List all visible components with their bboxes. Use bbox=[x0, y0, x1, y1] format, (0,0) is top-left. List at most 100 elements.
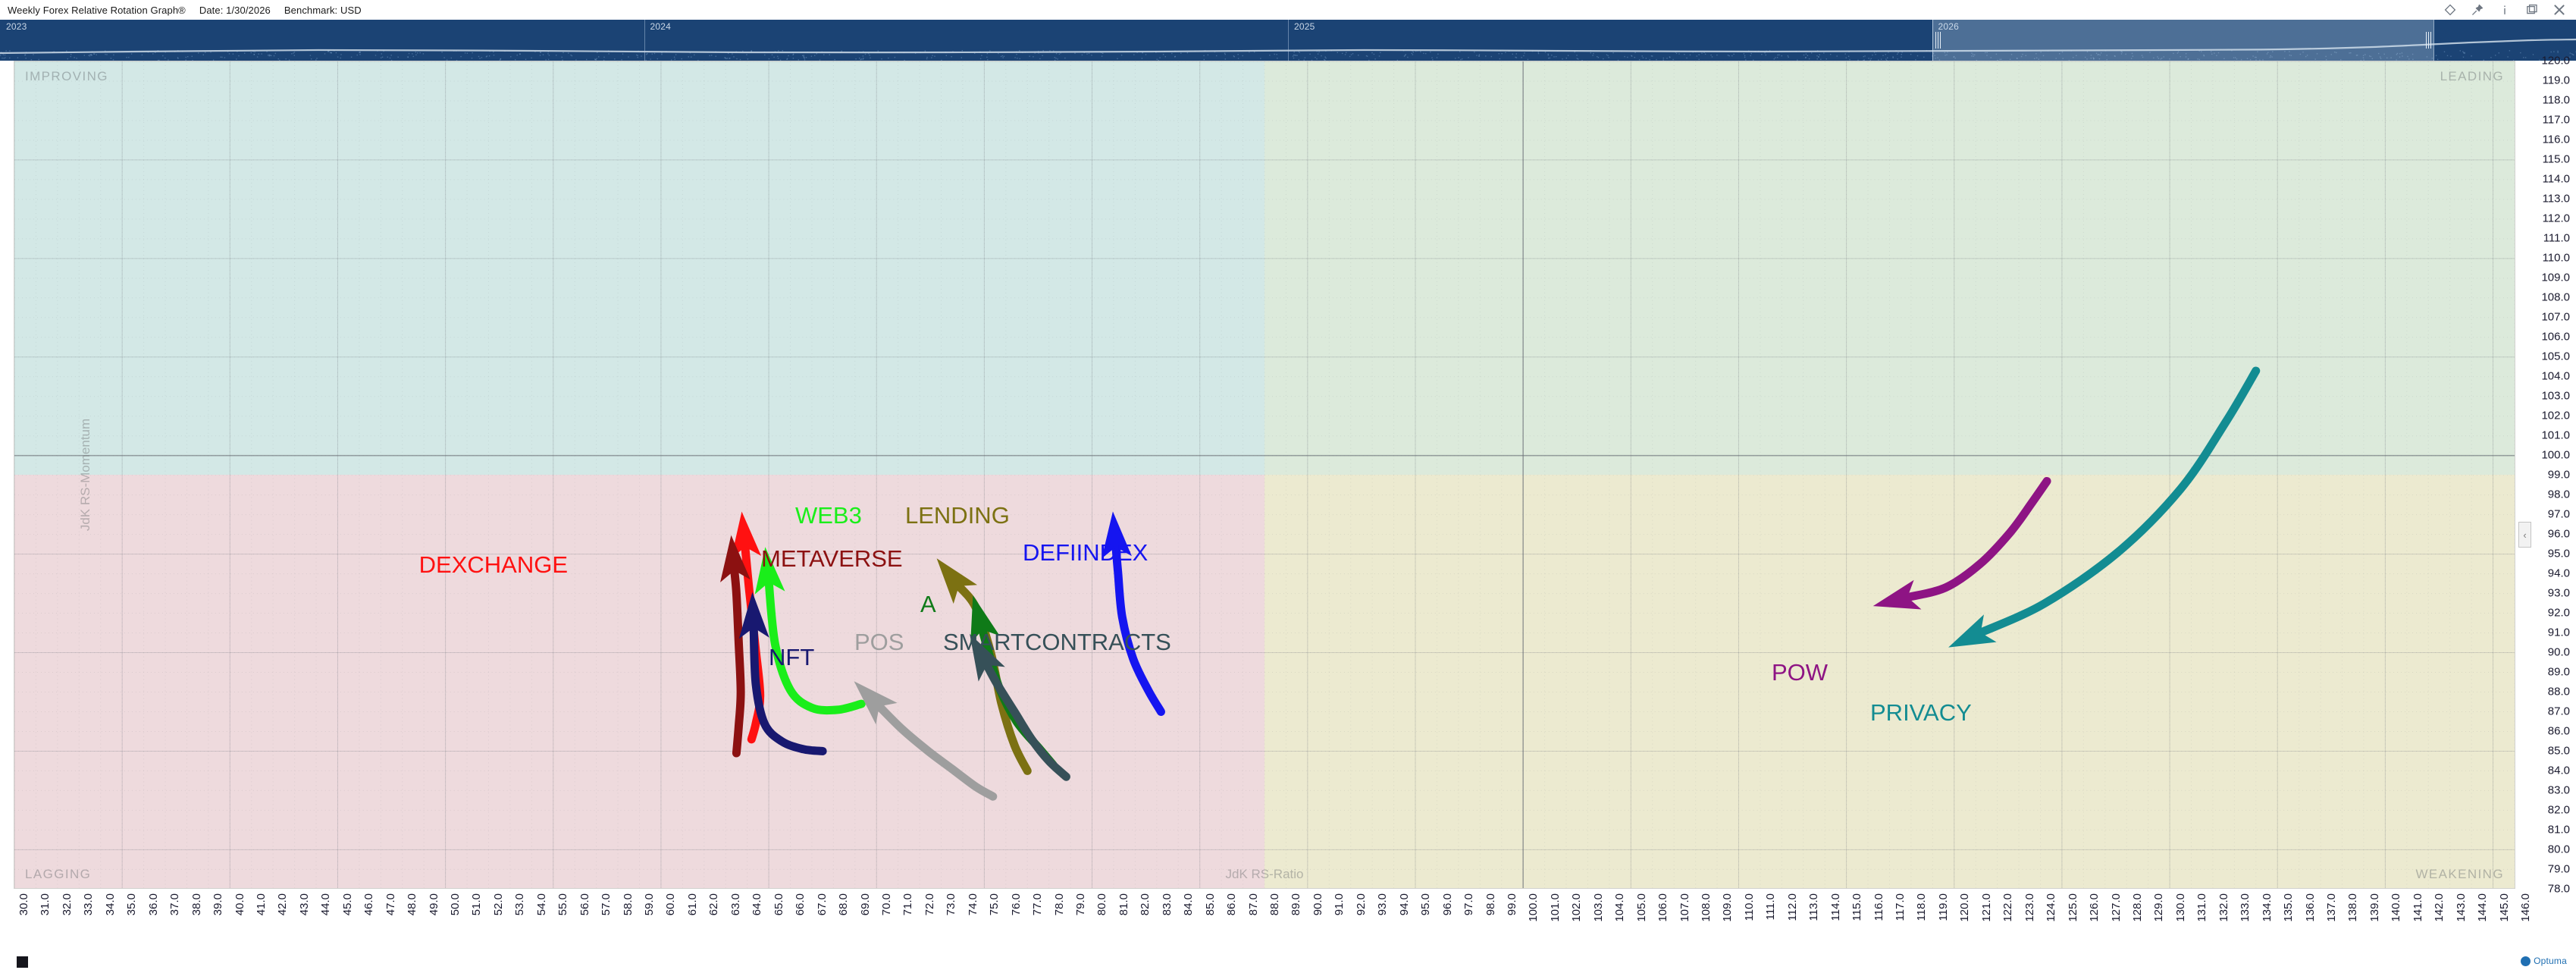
x-axis-tick: 84.0 bbox=[1182, 893, 1196, 916]
y-axis-tick: 118.0 bbox=[2542, 93, 2570, 107]
brand-name: Optuma bbox=[2534, 956, 2567, 966]
diamond-icon[interactable] bbox=[2444, 4, 2456, 16]
series-label-smartcontracts[interactable]: SMARTCONTRACTS bbox=[943, 629, 1171, 655]
x-axis-tick: 75.0 bbox=[988, 893, 1001, 916]
x-axis-tick: 31.0 bbox=[39, 893, 52, 916]
x-axis-tick: 131.0 bbox=[2195, 893, 2209, 922]
y-axis-tick: 116.0 bbox=[2542, 133, 2570, 146]
x-axis-tick: 139.0 bbox=[2368, 893, 2381, 922]
y-axis-tick: 105.0 bbox=[2541, 350, 2570, 363]
y-axis-tick: 93.0 bbox=[2547, 586, 2570, 600]
series-label-nft[interactable]: NFT bbox=[769, 644, 815, 670]
restore-window-icon[interactable] bbox=[2526, 4, 2538, 16]
x-axis-tick: 133.0 bbox=[2239, 893, 2252, 922]
y-axis-tick: 95.0 bbox=[2547, 547, 2570, 560]
y-axis-tick: 113.0 bbox=[2542, 192, 2570, 206]
x-axis-tick: 41.0 bbox=[254, 893, 268, 916]
x-axis-tick: 114.0 bbox=[1829, 893, 1842, 921]
x-axis-tick: 79.0 bbox=[1074, 893, 1087, 916]
x-axis-tick: 34.0 bbox=[103, 893, 117, 916]
x-axis-tick: 104.0 bbox=[1613, 893, 1627, 922]
status-marker bbox=[17, 956, 28, 968]
y-axis-tick: 79.0 bbox=[2547, 862, 2570, 876]
pin-icon[interactable] bbox=[2471, 4, 2484, 16]
x-axis-tick: 130.0 bbox=[2173, 893, 2187, 922]
x-axis-tick: 128.0 bbox=[2130, 893, 2144, 922]
series-label-pow[interactable]: POW bbox=[1772, 659, 1829, 686]
quadrant-improving bbox=[14, 61, 1264, 475]
y-axis-tick: 84.0 bbox=[2547, 764, 2570, 777]
x-axis-tick: 63.0 bbox=[729, 893, 742, 916]
series-label-dexchange[interactable]: DEXCHANGE bbox=[418, 551, 568, 578]
x-axis-tick: 76.0 bbox=[1009, 893, 1023, 916]
x-axis-tick: 126.0 bbox=[2088, 893, 2101, 922]
x-axis-tick: 70.0 bbox=[879, 893, 893, 916]
info-icon[interactable] bbox=[2499, 4, 2511, 16]
rrg-chart-canvas[interactable]: IMPROVING LEADING LAGGING WEAKENING JdK … bbox=[14, 61, 2515, 889]
timeline-selection-window[interactable] bbox=[1932, 20, 2435, 61]
x-axis-tick: 102.0 bbox=[1570, 893, 1584, 922]
y-axis-tick: 92.0 bbox=[2547, 606, 2570, 620]
x-axis-tick: 140.0 bbox=[2390, 893, 2403, 922]
y-axis-tick: 90.0 bbox=[2547, 645, 2570, 659]
x-axis-tick: 35.0 bbox=[125, 893, 139, 916]
x-axis-tick: 97.0 bbox=[1462, 893, 1475, 916]
timeline-handle-left[interactable] bbox=[1935, 32, 1941, 49]
x-axis-tick: 134.0 bbox=[2260, 893, 2274, 922]
y-axis-tick: 104.0 bbox=[2541, 369, 2570, 383]
timeline-handle-right[interactable] bbox=[2426, 32, 2432, 49]
x-axis-tick: 74.0 bbox=[966, 893, 979, 916]
y-axis-tick: 101.0 bbox=[2541, 428, 2570, 442]
x-axis-tick: 107.0 bbox=[1678, 893, 1691, 922]
y-axis-tick: 97.0 bbox=[2547, 507, 2570, 521]
x-axis-tick: 119.0 bbox=[1936, 893, 1950, 921]
y-axis-tick: 85.0 bbox=[2547, 744, 2570, 758]
x-axis-tick: 138.0 bbox=[2346, 893, 2360, 922]
series-label-web3[interactable]: WEB3 bbox=[795, 502, 862, 529]
x-axis-tick: 143.0 bbox=[2454, 893, 2468, 922]
series-label-metaverse[interactable]: METAVERSE bbox=[761, 545, 903, 572]
x-axis-tick: 87.0 bbox=[1246, 893, 1260, 916]
timeline-range-bar[interactable]: 2023 2024 2025 2026 bbox=[0, 20, 2576, 61]
y-axis-tick: 117.0 bbox=[2542, 113, 2570, 127]
x-axis-tick: 45.0 bbox=[340, 893, 354, 916]
x-axis-tick: 81.0 bbox=[1117, 893, 1130, 916]
series-label-defiindex[interactable]: DEFIINDEX bbox=[1023, 539, 1149, 566]
series-label-pos[interactable]: POS bbox=[854, 629, 904, 655]
y-axis-tick: 119.0 bbox=[2542, 74, 2570, 87]
x-axis-tick: 145.0 bbox=[2497, 893, 2511, 922]
x-axis-tick: 77.0 bbox=[1031, 893, 1045, 916]
y-axis-tick: 82.0 bbox=[2547, 803, 2570, 817]
x-axis-tick: 62.0 bbox=[707, 893, 721, 916]
series-label-a[interactable]: A bbox=[920, 591, 936, 617]
x-axis-tick: 112.0 bbox=[1785, 893, 1799, 921]
x-axis-tick: 146.0 bbox=[2519, 893, 2532, 922]
x-axis-tick: 141.0 bbox=[2411, 893, 2424, 922]
x-axis-tick: 110.0 bbox=[1742, 893, 1756, 921]
x-axis-tick: 32.0 bbox=[60, 893, 74, 916]
x-axis-tick: 66.0 bbox=[794, 893, 807, 916]
y-axis-tick: 102.0 bbox=[2541, 409, 2570, 422]
x-axis-tick: 111.0 bbox=[1764, 893, 1778, 921]
x-axis-tick: 99.0 bbox=[1505, 893, 1518, 916]
series-label-privacy[interactable]: PRIVACY bbox=[1870, 699, 1972, 726]
x-axis-tick: 116.0 bbox=[1872, 893, 1885, 921]
y-axis-tick: 98.0 bbox=[2547, 488, 2570, 501]
x-axis-tick: 96.0 bbox=[1440, 893, 1454, 916]
x-axis-tick: 136.0 bbox=[2303, 893, 2317, 922]
y-axis-tick: 80.0 bbox=[2547, 843, 2570, 856]
x-axis-tick: 68.0 bbox=[837, 893, 850, 916]
quadrant-leading bbox=[1264, 61, 2515, 475]
x-axis-tick: 38.0 bbox=[190, 893, 203, 916]
y-axis-tick: 88.0 bbox=[2547, 685, 2570, 698]
brand-logo: Optuma bbox=[2521, 956, 2567, 966]
close-icon[interactable] bbox=[2553, 4, 2565, 16]
x-axis-tick: 72.0 bbox=[923, 893, 936, 916]
y-axis-tick: 106.0 bbox=[2541, 330, 2570, 344]
y-axis-collapse-button[interactable]: ‹ bbox=[2518, 522, 2531, 548]
series-label-lending[interactable]: LENDING bbox=[905, 502, 1010, 529]
x-axis-tick: 109.0 bbox=[1721, 893, 1735, 922]
x-axis-tick: 93.0 bbox=[1376, 893, 1390, 916]
x-axis-tick: 95.0 bbox=[1419, 893, 1433, 916]
x-axis-tick: 137.0 bbox=[2325, 893, 2338, 922]
